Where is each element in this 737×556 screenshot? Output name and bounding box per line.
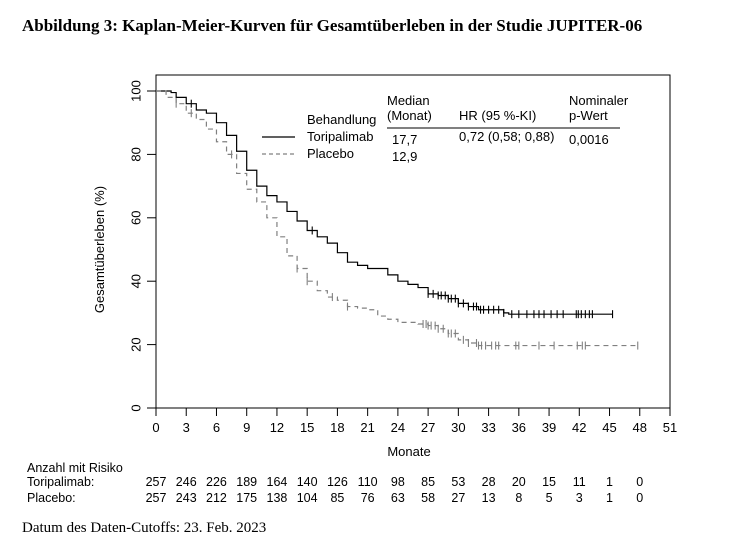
y-tick-label: 100	[128, 80, 143, 102]
risk-count: 27	[451, 491, 466, 505]
risk-count: 189	[236, 475, 258, 489]
y-axis-label: Gesamtüberleben (%)	[92, 186, 107, 313]
legend-header-median: Median	[387, 93, 430, 108]
legend-header-p2: p-Wert	[569, 108, 608, 123]
legend-median-value: 12,9	[392, 149, 417, 164]
data-cutoff-note: Datum des Daten-Cutoffs: 23. Feb. 2023	[22, 520, 267, 536]
x-tick-label: 51	[663, 420, 677, 435]
risk-count: 15	[542, 475, 556, 489]
y-tick-label: 40	[128, 274, 143, 288]
legend: Median(Monat) Behandlung HR (95 %-KI) Nomin…	[262, 93, 629, 164]
x-tick-label: 39	[542, 420, 556, 435]
y-tick-label: 20	[128, 337, 143, 351]
risk-count: 110	[357, 475, 378, 489]
risk-count: 246	[175, 475, 197, 489]
risk-count: 175	[236, 491, 258, 505]
risk-count: 5	[545, 491, 553, 505]
x-tick-label: 18	[330, 420, 344, 435]
risk-count: 0	[636, 475, 644, 489]
risk-count: 0	[636, 491, 644, 505]
curves	[156, 90, 639, 350]
plot-frame	[155, 74, 671, 409]
legend-hr-value: 0,72 (0,58; 0,88)	[459, 129, 554, 144]
risk-count: 28	[481, 475, 496, 489]
risk-count: 76	[360, 491, 375, 505]
x-tick-label: 24	[391, 420, 405, 435]
risk-count: 85	[421, 475, 436, 489]
risk-count: 104	[296, 491, 318, 505]
risk-count: 20	[511, 475, 526, 489]
risk-count: 140	[296, 475, 318, 489]
legend-header-median-unit: (Monat)	[387, 108, 432, 123]
x-tick-label: 27	[421, 420, 435, 435]
x-tick-label: 6	[213, 420, 220, 435]
risk-row-label: Placebo:	[27, 491, 76, 505]
risk-count: 226	[206, 475, 227, 489]
x-tick-label: 36	[512, 420, 526, 435]
risk-count: 58	[421, 491, 436, 505]
km-curve-placebo	[156, 90, 638, 347]
risk-table-title: Anzahl mit Risiko	[27, 461, 123, 475]
risk-count: 164	[266, 475, 288, 489]
risk-count: 11	[572, 475, 586, 489]
risk-count: 8	[515, 491, 523, 505]
x-tick-label: 9	[243, 420, 250, 435]
legend-p-value: 0,0016	[569, 132, 609, 147]
risk-count: 257	[145, 475, 167, 489]
risk-count: 63	[390, 491, 405, 505]
x-tick-label: 21	[360, 420, 374, 435]
risk-count: 1	[606, 475, 613, 489]
x-tick-label: 42	[572, 420, 586, 435]
y-tick-label: 0	[128, 404, 143, 411]
risk-count: 126	[326, 475, 348, 489]
y-tick-label: 60	[128, 211, 143, 225]
x-tick-label: 33	[481, 420, 495, 435]
risk-count: 138	[266, 491, 288, 505]
y-tick-label: 80	[128, 147, 143, 161]
risk-count: 1	[606, 491, 613, 505]
risk-count: 98	[390, 475, 405, 489]
x-tick-label: 15	[300, 420, 314, 435]
risk-count: 243	[175, 491, 197, 505]
km-curve-toripalimab	[156, 90, 613, 315]
legend-median-value: 17,7	[392, 132, 417, 147]
figure-title: Abbildung 3: Kaplan-Meier-Kurven für Ges…	[22, 16, 643, 35]
x-tick-label: 45	[602, 420, 616, 435]
risk-count: 13	[481, 491, 496, 505]
risk-count: 85	[330, 491, 345, 505]
risk-count: 53	[451, 475, 466, 489]
risk-row-label: Toripalimab:	[27, 475, 95, 489]
x-axis-label: Monate	[387, 444, 430, 459]
x-tick-label: 3	[183, 420, 190, 435]
legend-header-p1: Nominaler	[569, 93, 629, 108]
x-tick-label: 30	[451, 420, 465, 435]
risk-count: 212	[206, 491, 227, 505]
x-tick-label: 12	[270, 420, 284, 435]
legend-treatment-name: Toripalimab	[307, 129, 373, 144]
legend-header-hr: HR (95 %-KI)	[459, 108, 536, 123]
x-tick-label: 48	[633, 420, 647, 435]
risk-count: 3	[575, 491, 583, 505]
risk-count: 257	[145, 491, 167, 505]
legend-header-treatment: Behandlung	[307, 112, 376, 127]
legend-treatment-name: Placebo	[307, 146, 354, 161]
x-tick-label: 0	[152, 420, 159, 435]
